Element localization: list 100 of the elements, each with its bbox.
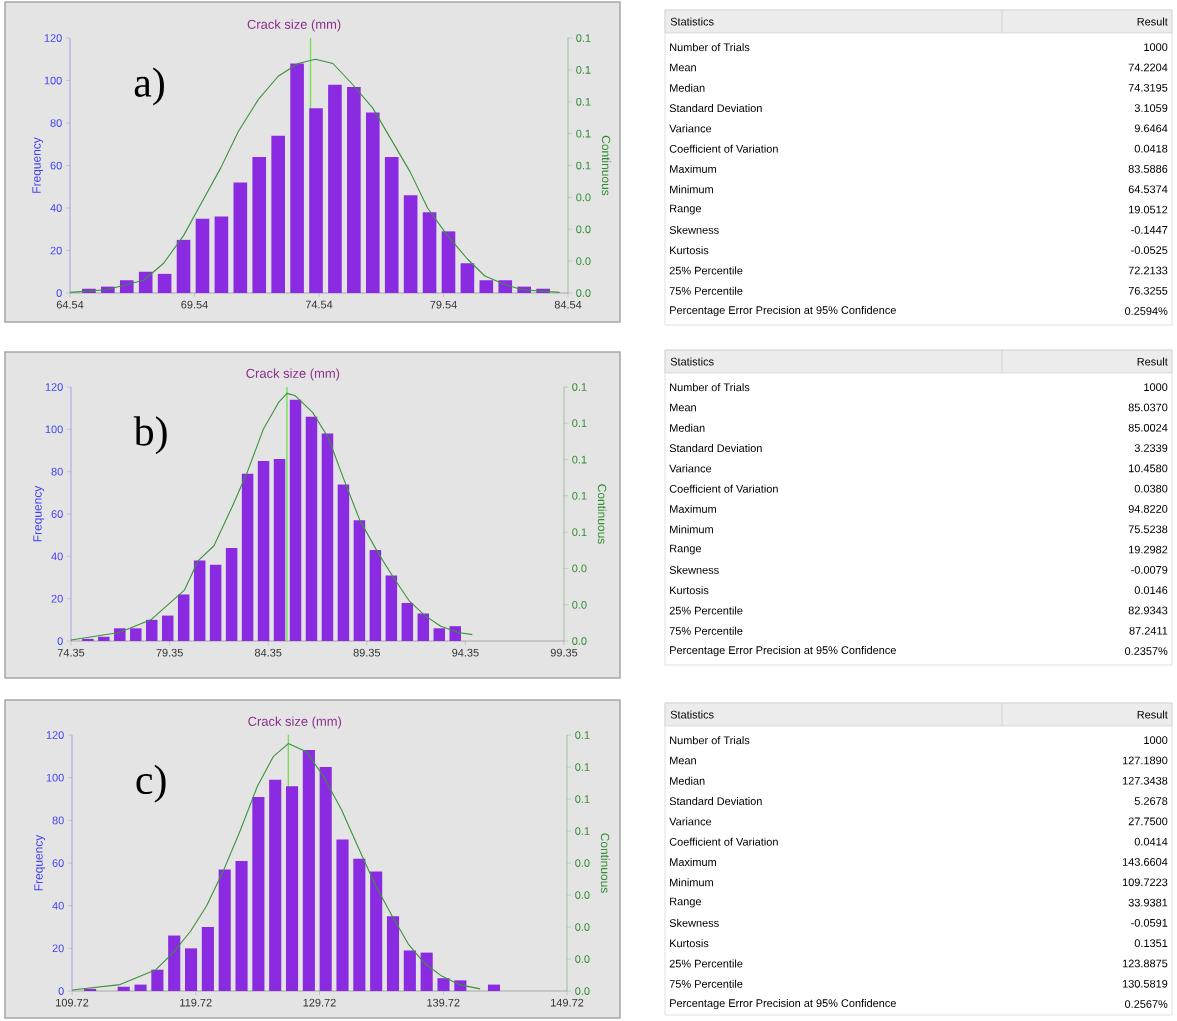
category-label: Mean	[670, 63, 696, 72]
category-label: Maximum	[670, 504, 716, 513]
text: 75.5238	[1128, 525, 1168, 534]
y-tick-label: 0	[57, 637, 63, 645]
text: 3.1059	[1134, 104, 1168, 112]
y-axis-title: Frequency	[34, 834, 46, 891]
y2-tick-label: 0.0	[575, 923, 590, 931]
y2-tick-label: 0.1	[576, 97, 591, 106]
y-tick-label: 100	[46, 773, 64, 782]
category-label: Variance	[669, 817, 712, 826]
y-tick-label: 80	[51, 467, 63, 476]
category-label: Number of Trials	[670, 383, 750, 392]
y-tick-label: 100	[45, 425, 63, 434]
category-label: Minimum	[670, 185, 713, 194]
text: 9.6464	[1134, 124, 1168, 133]
x-tick-label: 79.35	[156, 648, 183, 657]
category-label: Range	[670, 544, 702, 555]
category-label: Standard Deviation	[669, 104, 762, 113]
text: 143.6604	[1122, 858, 1168, 866]
category-label: Skewness	[669, 918, 719, 927]
category-label: Standard Deviation	[669, 444, 762, 453]
category-label: Minimum	[670, 878, 713, 887]
y-tick-label: 60	[51, 510, 63, 518]
x-tick-label: 74.54	[305, 300, 333, 309]
text: -0.0591	[1131, 918, 1168, 927]
text: 83.5886	[1128, 165, 1168, 173]
category-label: Kurtosis	[670, 586, 709, 595]
text: -0.1447	[1131, 225, 1168, 234]
x-tick-label: 94.35	[452, 648, 479, 657]
category-label: Kurtosis	[670, 939, 709, 948]
y-tick-label: 120	[44, 34, 62, 42]
text: 3.2339	[1134, 444, 1168, 452]
y2-tick-label: 0.0	[575, 987, 590, 995]
y2-tick-label: 0.1	[572, 419, 587, 428]
text: 0.0414	[1134, 837, 1168, 846]
y-tick-label: 20	[50, 246, 62, 255]
text: 5.2678	[1134, 797, 1168, 805]
x-tick-label: 99.35	[550, 648, 578, 657]
chart-title: Crack size (mm)	[246, 368, 340, 381]
y2-tick-label: 0.1	[576, 161, 591, 170]
y-tick-label: 100	[44, 76, 62, 85]
category-label: 75% Percentile	[669, 626, 743, 635]
category-label: Skewness	[669, 565, 719, 574]
category-label: Mean	[670, 756, 696, 765]
text: 76.3255	[1128, 286, 1168, 295]
category-label: Range	[670, 204, 702, 215]
x-tick-label: 84.35	[254, 648, 282, 657]
category-label: Maximum	[670, 857, 716, 866]
line-series	[70, 392, 473, 641]
y2-tick-label: 0.1	[576, 129, 591, 138]
y2-tick-label: 0.0	[576, 193, 591, 202]
x-tick-label: 109.72	[56, 998, 89, 1007]
line-series	[71, 742, 481, 991]
category-label: Range	[670, 897, 702, 908]
category-label: Median	[670, 83, 705, 92]
category-label: Statistics	[670, 357, 714, 366]
category-label: 25% Percentile	[669, 959, 743, 968]
category-label: Coefficient of Variation	[669, 484, 778, 493]
category-label: Median	[670, 776, 705, 785]
category-label: Result	[1137, 357, 1168, 366]
category-label: Coefficient of Variation	[669, 144, 778, 153]
y-tick-label: 60	[50, 161, 62, 170]
text: 64.5374	[1128, 185, 1168, 194]
text: 0.0380	[1134, 484, 1168, 493]
y2-tick-label: 0.0	[572, 600, 587, 609]
y2-tick-label: 0.0	[576, 289, 591, 297]
y2-tick-label: 0.0	[576, 257, 591, 266]
text: 85.0370	[1128, 403, 1168, 412]
text: 0.0146	[1134, 586, 1168, 595]
text: 109.7223	[1122, 878, 1168, 887]
y2-tick-label: 0.1	[575, 827, 590, 835]
x-tick-label: 149.72	[551, 998, 584, 1007]
y-tick-label: 40	[52, 901, 64, 910]
text: 33.9381	[1128, 898, 1168, 907]
y2-tick-label: 0.0	[575, 859, 590, 867]
category-label: Result	[1137, 17, 1168, 26]
text: 74.3195	[1128, 83, 1168, 92]
line-series	[69, 58, 561, 293]
x-tick-label: 119.72	[180, 998, 212, 1007]
y2-tick-label: 0.1	[576, 34, 591, 42]
x-tick-label: 84.54	[554, 300, 582, 309]
y-tick-label: 0	[58, 987, 64, 995]
text: -0.0525	[1131, 246, 1168, 255]
x-tick-label: 89.35	[353, 648, 381, 657]
text: 1000	[1144, 43, 1168, 52]
category-label: Minimum	[670, 525, 713, 534]
chart-title: Crack size (mm)	[248, 716, 342, 729]
category-label: Variance	[669, 464, 712, 473]
category-label: Standard Deviation	[669, 797, 762, 806]
chart-title: Crack size (mm)	[247, 19, 341, 32]
y-tick-label: 120	[45, 383, 63, 391]
y2-axis-title: Continuous	[601, 135, 611, 196]
category-label: Variance	[669, 124, 712, 133]
y2-tick-label: 0.1	[575, 795, 590, 803]
y-tick-label: 40	[51, 552, 63, 561]
y2-tick-label: 0.1	[572, 383, 587, 391]
category-label: 75% Percentile	[669, 286, 743, 295]
text: 19.2982	[1129, 545, 1168, 554]
category-label: Skewness	[669, 225, 719, 234]
text: 87.2411	[1129, 626, 1168, 635]
